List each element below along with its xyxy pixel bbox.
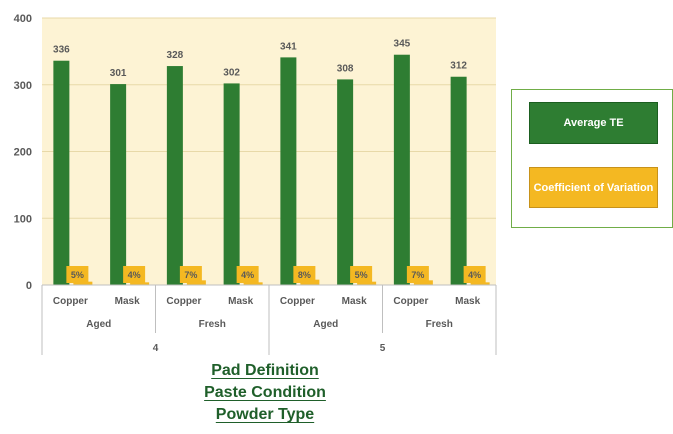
y-tick-label: 200	[14, 147, 32, 159]
data-label-box-cv	[463, 266, 486, 283]
data-label-average-te: 336	[53, 45, 70, 56]
data-label-box-cv	[293, 266, 316, 283]
bar-coefficient-of-variation	[357, 281, 377, 285]
data-label-box-cv	[66, 266, 89, 283]
y-tick-label: 300	[14, 80, 32, 92]
data-label-coefficient-of-variation: 5%	[355, 270, 368, 280]
data-label-average-te: 301	[110, 68, 127, 79]
x-tick-label-powder: Mask	[455, 296, 480, 307]
bar-average-te	[393, 54, 410, 286]
data-label-average-te: 308	[337, 63, 354, 74]
data-label-box-cv	[179, 266, 202, 283]
x-tick-label-powder: Copper	[53, 296, 88, 307]
x-tick-label-powder: Copper	[166, 296, 201, 307]
legend-average-te: Average TE	[529, 102, 658, 144]
bar-coefficient-of-variation	[243, 282, 263, 285]
x-tick-label-paste: Aged	[86, 319, 111, 330]
data-label-average-te: 345	[394, 39, 411, 50]
x-tick-label-paste: Fresh	[426, 319, 453, 330]
axis-titles: Pad Definition Paste Condition Powder Ty…	[190, 362, 340, 428]
legend-coefficient-of-variation: Coefficient of Variation	[529, 167, 658, 208]
x-tick-label-pad: 5	[380, 343, 386, 354]
x-tick-label-pad: 4	[153, 343, 159, 354]
data-label-average-te: 328	[167, 50, 184, 61]
axis-title-pad-definition: Pad Definition	[211, 362, 319, 379]
bar-average-te	[450, 76, 467, 286]
data-label-coefficient-of-variation: 7%	[411, 270, 424, 280]
data-label-coefficient-of-variation: 8%	[298, 270, 311, 280]
data-label-box-cv	[123, 266, 146, 283]
data-label-average-te: 302	[223, 67, 240, 78]
data-label-box-cv	[406, 266, 429, 283]
bar-coefficient-of-variation	[130, 282, 150, 285]
data-label-box-cv	[236, 266, 259, 283]
data-label-average-te: 341	[280, 41, 297, 52]
bar-average-te	[223, 83, 240, 285]
data-label-coefficient-of-variation: 4%	[468, 270, 481, 280]
x-tick-label-powder: Copper	[280, 296, 315, 307]
bar-average-te	[166, 66, 183, 285]
bar-coefficient-of-variation	[470, 282, 490, 285]
x-tick-label-paste: Fresh	[199, 319, 226, 330]
bar-average-te	[110, 84, 127, 286]
x-tick-label-powder: Mask	[228, 296, 253, 307]
x-tick-label-paste: Aged	[313, 319, 338, 330]
y-tick-label: 100	[14, 213, 32, 225]
data-label-coefficient-of-variation: 4%	[128, 270, 141, 280]
axis-title-powder-type: Powder Type	[215, 406, 315, 423]
bar-average-te	[280, 57, 297, 285]
x-tick-label-powder: Mask	[115, 296, 140, 307]
data-label-average-te: 312	[450, 61, 467, 72]
bar-average-te	[53, 60, 70, 285]
x-tick-label-powder: Copper	[393, 296, 428, 307]
data-label-coefficient-of-variation: 4%	[241, 270, 254, 280]
data-label-coefficient-of-variation: 7%	[184, 270, 197, 280]
y-tick-label: 400	[14, 13, 32, 25]
axis-title-paste-condition: Paste Condition	[204, 384, 326, 401]
bar-coefficient-of-variation	[73, 281, 93, 285]
bar-average-te	[337, 79, 354, 285]
data-label-box-cv	[350, 266, 373, 283]
data-label-coefficient-of-variation: 5%	[71, 270, 84, 280]
legend: Average TE Coefficient of Variation	[511, 89, 673, 228]
y-tick-label: 0	[26, 280, 32, 292]
x-tick-label-powder: Mask	[342, 296, 367, 307]
